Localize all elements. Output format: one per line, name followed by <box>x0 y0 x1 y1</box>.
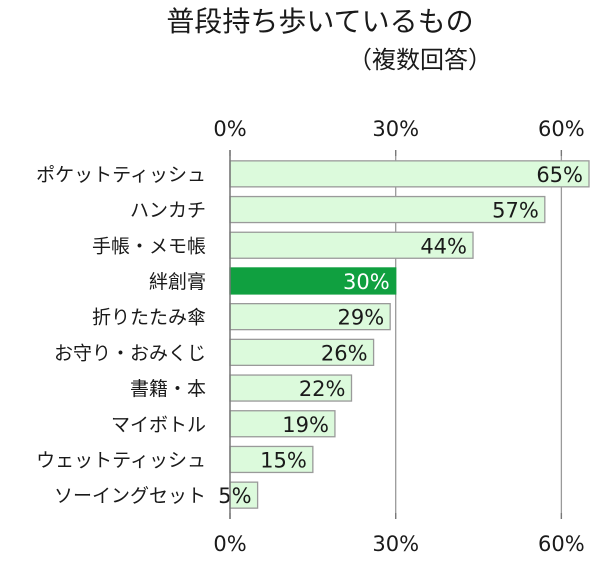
category-label: ソーイングセット <box>54 485 206 507</box>
data-label: 5% <box>218 484 251 508</box>
data-label: 26% <box>321 341 368 365</box>
data-label: 19% <box>282 413 329 437</box>
data-label: 65% <box>536 163 583 187</box>
category-label: ハンカチ <box>130 200 206 222</box>
x-tick-label-bottom: 0% <box>213 532 246 556</box>
category-label: お守り・おみくじ <box>54 342 206 364</box>
x-tick-label-top: 30% <box>372 117 419 141</box>
category-label: ポケットティッシュ <box>36 164 206 186</box>
bar-8 <box>229 410 336 438</box>
x-tick-label-top: 60% <box>538 117 585 141</box>
bar-9 <box>229 445 314 474</box>
category-label: 手帳・メモ帳 <box>92 235 206 257</box>
category-label: 折りたたみ傘 <box>92 307 206 329</box>
data-label: 22% <box>299 377 346 401</box>
bar-1 <box>229 160 590 188</box>
bar-6 <box>229 338 375 367</box>
category-label: ウェットティッシュ <box>36 449 206 471</box>
data-label: 29% <box>337 306 384 330</box>
bar-4 <box>229 267 397 295</box>
data-label: 44% <box>420 234 467 258</box>
category-label: マイボトル <box>111 414 206 436</box>
x-tick-label-bottom: 30% <box>372 532 419 556</box>
x-tick-label-top: 0% <box>213 117 246 141</box>
data-label: 15% <box>260 448 307 472</box>
chart-title: 普段持ち歩いているもの <box>166 5 474 38</box>
bar-2 <box>229 195 546 224</box>
data-label: 57% <box>492 199 539 223</box>
x-tick-label-bottom: 60% <box>538 532 585 556</box>
bar-10 <box>229 481 259 509</box>
chart-subtitle: （複数回答） <box>348 46 492 74</box>
category-label: 絆創膏 <box>149 270 206 293</box>
data-label: 30% <box>343 270 390 294</box>
category-label: 書籍・本 <box>130 378 206 400</box>
